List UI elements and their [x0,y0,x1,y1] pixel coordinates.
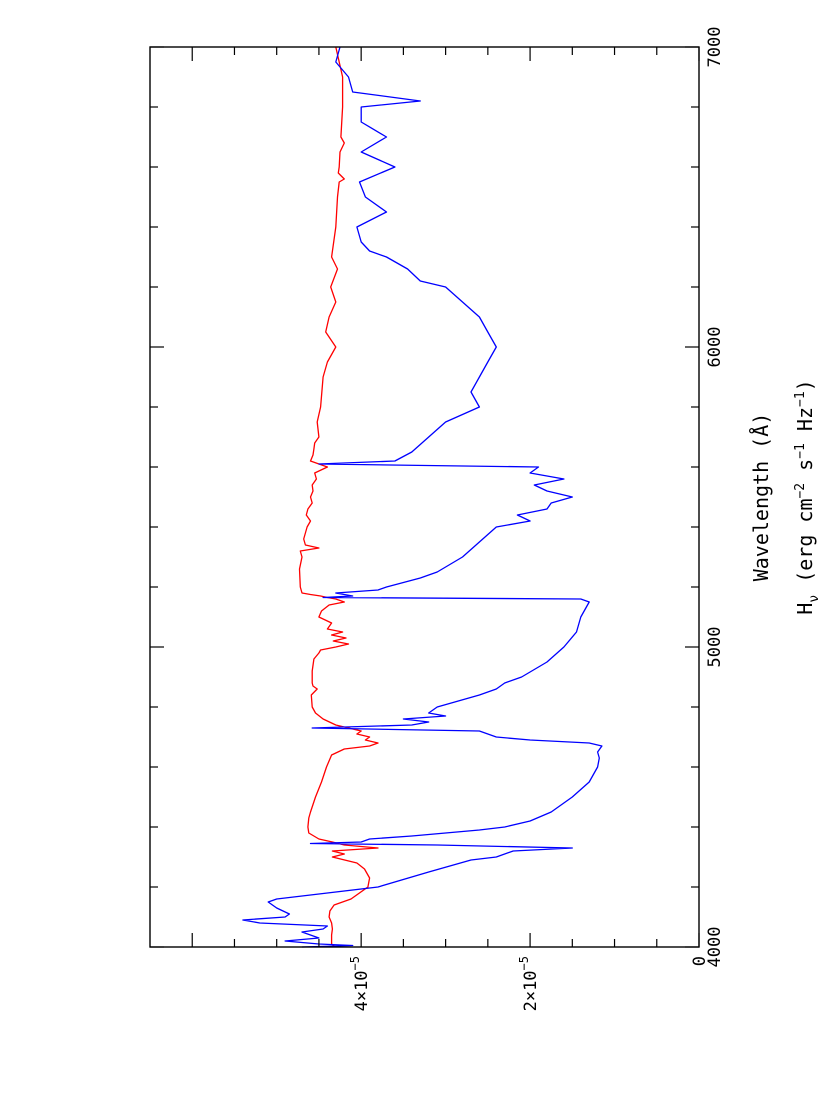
y-axis-label-units-close: ) [793,379,817,391]
y-tick-label-exponent: −5 [348,956,362,970]
y-tick-label-base: 2×10 [521,970,541,1011]
y-axis-label-subscript: ν [807,595,822,603]
x-tick-label: 5000 [705,627,725,668]
y-tick-label: 0 [690,956,710,966]
y-axis-label-symbol: H [793,603,817,615]
y-axis-label-units-open: (erg cm [793,499,817,595]
y-axis-label-sup-s: −1 [793,443,808,459]
tick-layer [150,46,700,948]
y-axis-label: Hν (erg cm−2 s−1 Hz−1) [793,379,822,614]
y-tick-label: 2×10−5 [517,956,541,1011]
y-axis-label-sup-cm: −2 [793,483,808,499]
y-tick-label-exponent: −5 [517,956,531,970]
y-axis-label-unit-s: s [793,459,817,483]
plot-frame [149,46,700,948]
series-layer [242,46,603,948]
x-tick-label: 4000 [705,927,725,968]
y-tick-label: 4×10−5 [348,956,372,1011]
series-line-2 [242,46,603,948]
x-tick-label: 7000 [705,27,725,68]
series-line-1 [298,46,379,948]
y-axis-label-unit-hz: Hz [793,407,817,443]
y-tick-label-base: 4×10 [352,970,372,1011]
x-tick-label: 6000 [705,327,725,368]
y-axis-label-sup-hz: −1 [793,391,808,407]
x-axis-label: Wavelength (Å) [749,413,773,582]
